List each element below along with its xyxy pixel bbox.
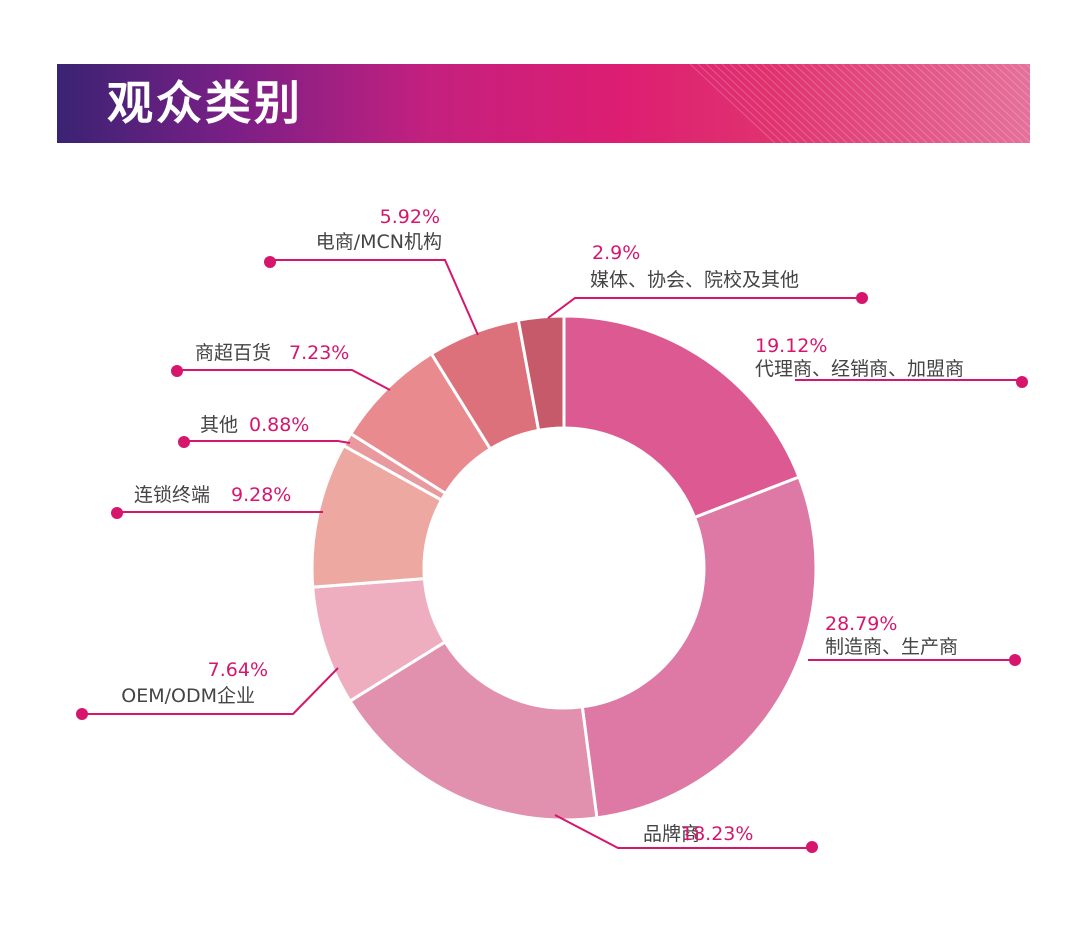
slice-value-label: 28.79% <box>825 613 897 635</box>
leader-dot <box>806 841 818 853</box>
leader-dot <box>171 365 183 377</box>
leader-line <box>184 440 351 444</box>
leader-dot <box>1016 376 1028 388</box>
slice-value-label: 7.23% <box>289 342 349 364</box>
slice-value-label: 9.28% <box>231 484 291 506</box>
leader-dot <box>76 708 88 720</box>
slice-category-label: 媒体、协会、院校及其他 <box>590 269 799 291</box>
leader-dot <box>111 507 123 519</box>
slice-value-label: 7.64% <box>208 659 268 681</box>
slice-category-label: 制造商、生产商 <box>825 636 958 658</box>
page-title: 观众类别 <box>107 76 303 130</box>
slice-category-label: OEM/ODM企业 <box>121 685 255 707</box>
leader-dot <box>856 292 868 304</box>
slice-value-label: 5.92% <box>380 206 440 228</box>
leader-dot <box>178 436 190 448</box>
donut-slice <box>516 314 566 433</box>
donut-slice <box>347 639 599 822</box>
chart-slices <box>310 314 818 822</box>
donut-slice <box>562 314 801 520</box>
chart-leader-lines <box>76 256 1028 853</box>
slice-category-label: 其他 <box>200 414 238 436</box>
banner-line-pattern <box>690 64 1030 143</box>
title-banner: 观众类别 <box>57 64 1030 143</box>
slice-category-label: 代理商、经销商、加盟商 <box>755 358 964 380</box>
slice-value-label: 18.23% <box>681 823 753 845</box>
donut-slice <box>580 475 818 820</box>
leader-line <box>84 667 339 715</box>
leader-line <box>554 814 812 849</box>
slice-category-label: 商超百货 <box>195 342 271 364</box>
leader-line <box>177 369 391 391</box>
leader-dot <box>1009 654 1021 666</box>
slice-category-label: 连锁终端 <box>134 484 210 506</box>
leader-line <box>272 259 479 336</box>
slice-category-label: 品牌商 <box>643 823 700 845</box>
slice-value-label: 19.12% <box>755 335 827 357</box>
leader-dot <box>264 256 276 268</box>
slice-value-label: 2.9% <box>592 242 640 264</box>
leader-line <box>547 297 862 319</box>
slice-value-label: 0.88% <box>249 414 309 436</box>
slice-category-label: 电商/MCN机构 <box>316 231 442 253</box>
